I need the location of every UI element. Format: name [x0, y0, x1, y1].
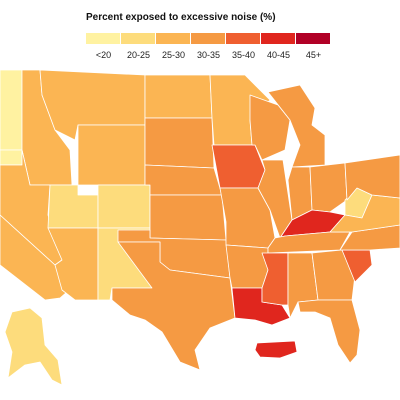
state-alaska[interactable] — [4, 307, 63, 386]
state-florida[interactable] — [297, 299, 361, 364]
state-utah[interactable] — [47, 184, 99, 229]
state-ohio[interactable] — [309, 162, 348, 213]
state-arkansas[interactable] — [225, 244, 269, 289]
us-choropleth-map — [0, 69, 400, 386]
legend-label-25-30: 25-30 — [161, 50, 186, 60]
state-wyoming[interactable] — [77, 124, 146, 186]
state-south-dakota[interactable] — [144, 117, 215, 169]
legend-swatch-30-35 — [191, 33, 225, 44]
map-legend: Percent exposed to excessive noise (%) <… — [86, 12, 346, 60]
legend-label-45plus: 45+ — [305, 50, 322, 60]
legend-swatch-lt20 — [86, 33, 120, 44]
legend-label-40-45: 40-45 — [266, 50, 291, 60]
legend-swatch-35-40 — [226, 33, 260, 44]
legend-labels: <20 20-25 25-30 30-35 35-40 40-45 45+ — [86, 50, 334, 60]
state-north-carolina[interactable] — [339, 224, 400, 251]
state-colorado[interactable] — [97, 184, 151, 229]
state-mississippi[interactable] — [261, 252, 289, 306]
legend-title: Percent exposed to excessive noise (%) — [86, 12, 276, 23]
legend-label-30-35: 30-35 — [196, 50, 221, 60]
legend-label-20-25: 20-25 — [126, 50, 151, 60]
legend-swatch-40-45 — [261, 33, 295, 44]
state-iowa[interactable] — [211, 144, 266, 189]
state-pennsylvania[interactable] — [344, 154, 400, 201]
legend-swatch-25-30 — [156, 33, 190, 44]
legend-label-lt20: <20 — [95, 50, 112, 60]
state-washington[interactable] — [0, 69, 23, 151]
state-texas[interactable] — [111, 241, 236, 371]
legend-label-35-40: 35-40 — [231, 50, 256, 60]
state-georgia[interactable] — [311, 249, 356, 301]
state-nebraska[interactable] — [144, 164, 223, 196]
legend-swatches — [86, 33, 334, 44]
state-north-dakota[interactable] — [144, 74, 213, 119]
legend-swatch-45plus — [296, 33, 330, 44]
state-oregon[interactable] — [0, 149, 23, 166]
state-virginia[interactable] — [329, 194, 400, 233]
state-illinois[interactable] — [257, 159, 293, 239]
territory-puerto-rico[interactable] — [254, 340, 298, 359]
legend-swatch-20-25 — [121, 33, 155, 44]
state-kansas[interactable] — [149, 194, 227, 241]
state-michigan[interactable] — [267, 84, 326, 168]
